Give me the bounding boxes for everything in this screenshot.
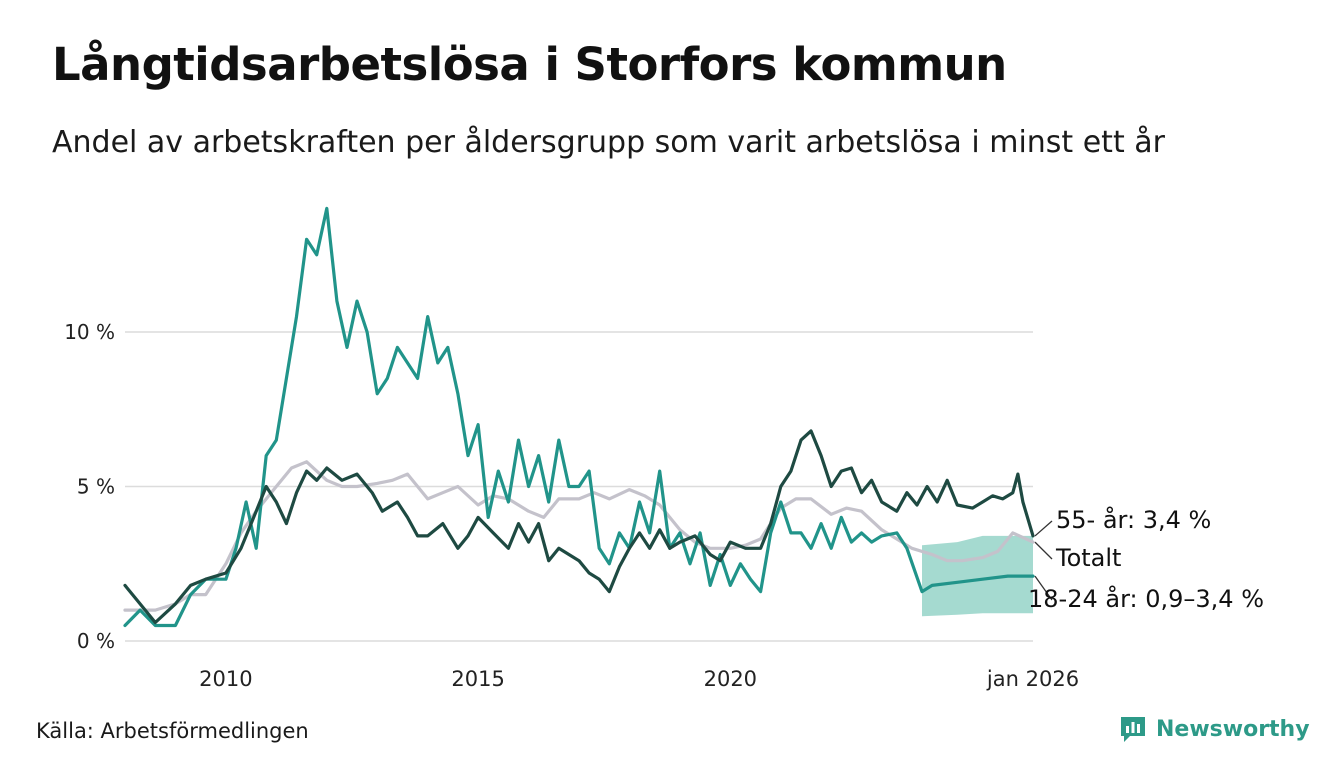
series-line-55-r [123,429,1035,625]
x-tick-label: 2015 [451,667,504,691]
confidence-band [922,535,1033,617]
series-end-label: 55- år: 3,4 % [1056,505,1211,534]
x-axis-ticks: 2010 2015 2020 jan 2026 [199,667,1079,691]
x-tick-label: 2020 [704,667,757,691]
label-leader-line [1034,541,1053,560]
label-leader-line [1034,575,1053,601]
x-tick-label: jan 2026 [986,667,1079,691]
series-lines [123,206,1035,628]
chart-title: Långtidsarbetslösa i Storfors kommun [52,38,1007,91]
brand-logo[interactable]: Newsworthy [1118,714,1310,744]
y-tick-label: 5 % [77,475,115,499]
series-end-label: 18-24 år: 0,9–3,4 % [1028,584,1264,613]
chart-subtitle: Andel av arbetskraften per åldersgrupp s… [52,125,1165,160]
line-chart: 0 % 5 % 10 % 2010 2015 2020 jan 2026 55- år: … [64,206,1264,691]
brand-name: Newsworthy [1156,716,1310,742]
newsworthy-logo-icon [1121,717,1145,742]
y-tick-label: 0 % [77,629,115,653]
y-tick-label: 10 % [64,320,115,344]
series-line-18-24-r [123,206,1035,628]
band-18-24 [922,535,1033,617]
y-axis-ticks: 0 % 5 % 10 % [64,320,115,653]
x-tick-label: 2010 [199,667,252,691]
source-note: Källa: Arbetsförmedlingen [36,719,309,743]
series-labels: 55- år: 3,4 % Totalt 18-24 år: 0,9–3,4 % [1028,505,1264,613]
series-end-label: Totalt [1055,544,1121,572]
series-line-totalt [123,460,1035,612]
label-leader-line [1034,520,1053,537]
